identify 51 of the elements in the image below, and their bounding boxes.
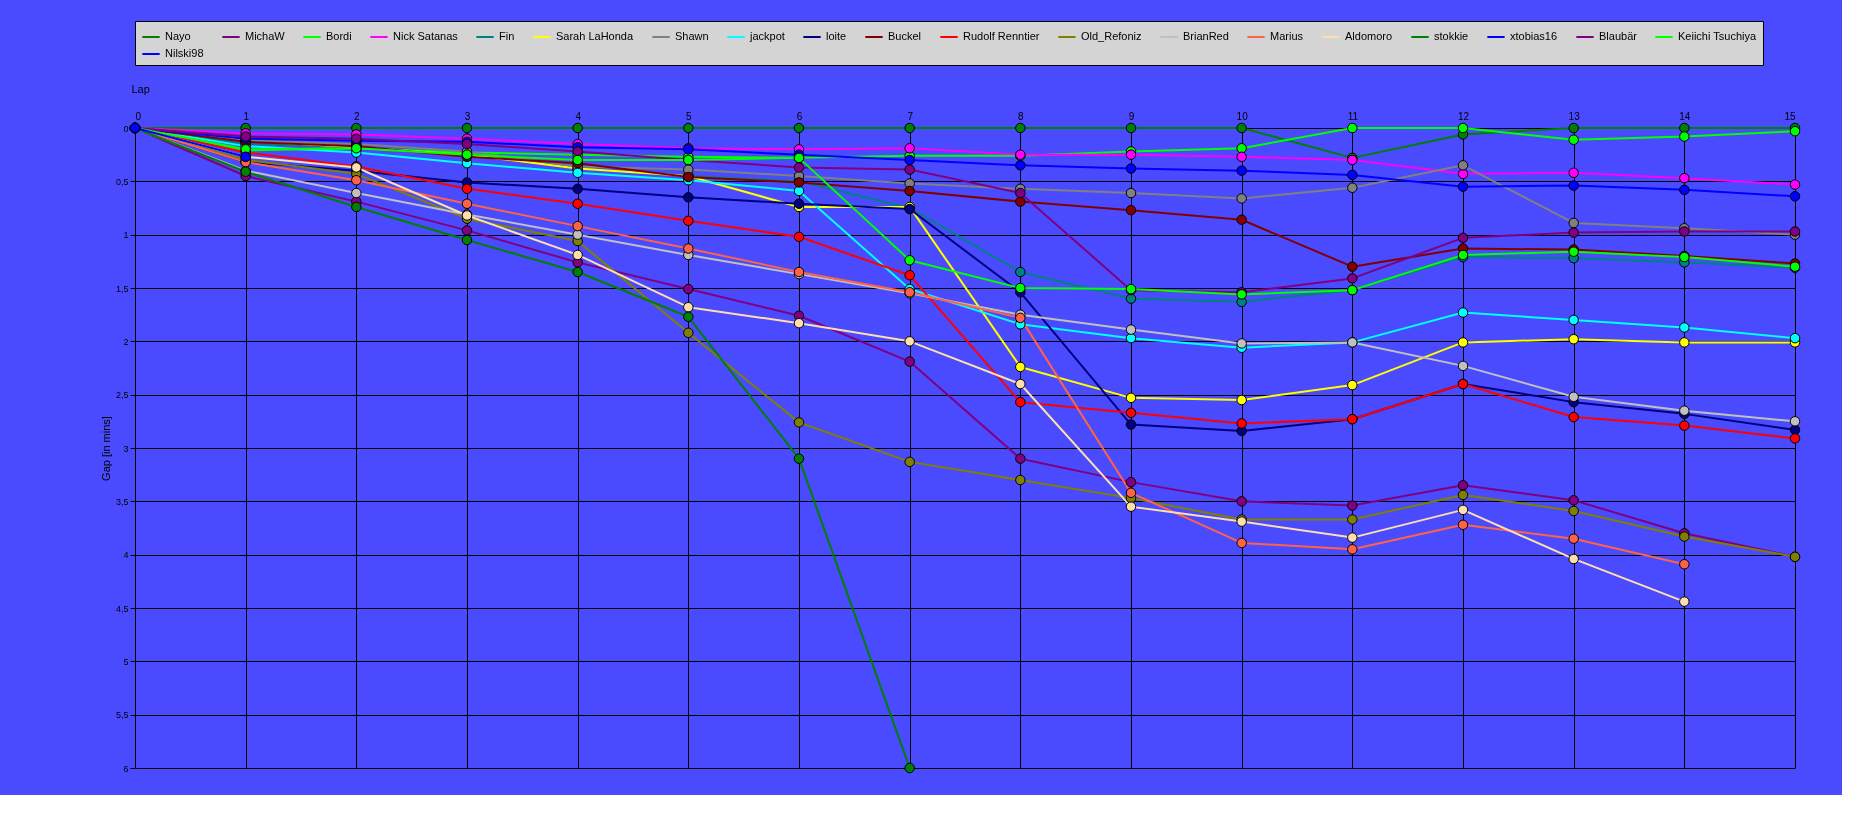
legend-label: Marius bbox=[1270, 30, 1304, 42]
y-tick-label: 2,5 bbox=[115, 390, 129, 401]
legend-label: Old_Refoniz bbox=[1081, 30, 1142, 42]
legend-label: Rudolf Renntier bbox=[963, 30, 1040, 42]
x-tick-label: 1 bbox=[243, 110, 250, 122]
legend-label: stokkie bbox=[1434, 30, 1469, 42]
y-tick-label: 0,5 bbox=[115, 176, 129, 187]
x-tick-label: 0 bbox=[135, 110, 142, 122]
x-tick-label: 8 bbox=[1018, 110, 1025, 122]
legend-label: Shawn bbox=[675, 30, 709, 42]
x-tick-label: 15 bbox=[1784, 110, 1796, 122]
x-axis-title: Lap bbox=[131, 82, 150, 95]
y-tick-label: 0 bbox=[123, 123, 129, 134]
y-tick-label: 1,5 bbox=[115, 283, 129, 294]
x-tick-label: 4 bbox=[575, 110, 582, 122]
legend-label: Keiichi Tsuchiya bbox=[1678, 30, 1757, 42]
y-tick-label: 3,5 bbox=[115, 496, 129, 507]
y-tick-label: 3 bbox=[123, 443, 129, 454]
legend-label: MichaW bbox=[245, 30, 286, 42]
legend-label: xtobias16 bbox=[1510, 30, 1558, 42]
legend-label: BrianRed bbox=[1183, 30, 1229, 42]
x-tick-label: 11 bbox=[1347, 110, 1359, 122]
legend-label: Bordi bbox=[326, 30, 352, 42]
x-tick-label: 3 bbox=[464, 110, 471, 122]
legend-label: Sarah LaHonda bbox=[556, 30, 634, 42]
y-axis-title: Gap [in mins] bbox=[99, 416, 112, 481]
y-tick-label: 4,5 bbox=[115, 603, 129, 614]
x-tick-label: 12 bbox=[1457, 110, 1470, 122]
x-tick-label: 6 bbox=[796, 110, 803, 122]
y-tick-label: 2 bbox=[123, 336, 129, 347]
y-tick-label: 5,5 bbox=[115, 710, 129, 721]
legend-label: Nayo bbox=[165, 30, 191, 42]
legend-label: Aldomoro bbox=[1345, 30, 1393, 42]
y-tick-label: 1 bbox=[123, 230, 129, 241]
x-tick-label: 9 bbox=[1128, 110, 1135, 122]
legend-label: Nick Satanas bbox=[393, 30, 459, 42]
legend-label: loite bbox=[826, 30, 847, 42]
x-tick-label: 5 bbox=[686, 110, 693, 122]
x-tick-label: 14 bbox=[1679, 110, 1691, 122]
legend-label: Blaubär bbox=[1599, 30, 1638, 42]
legend-label: Buckel bbox=[888, 30, 922, 42]
x-tick-label: 2 bbox=[354, 110, 361, 122]
legend-label: jackpot bbox=[749, 30, 785, 42]
x-tick-label: 13 bbox=[1568, 110, 1581, 122]
x-tick-label: 10 bbox=[1236, 110, 1249, 122]
legend-label: Fin bbox=[499, 30, 515, 42]
y-tick-label: 5 bbox=[123, 656, 129, 667]
x-tick-label: 7 bbox=[907, 110, 914, 122]
legend-label: Nilski98 bbox=[165, 47, 204, 59]
y-tick-label: 4 bbox=[123, 550, 129, 561]
y-tick-label: 6 bbox=[123, 763, 129, 774]
